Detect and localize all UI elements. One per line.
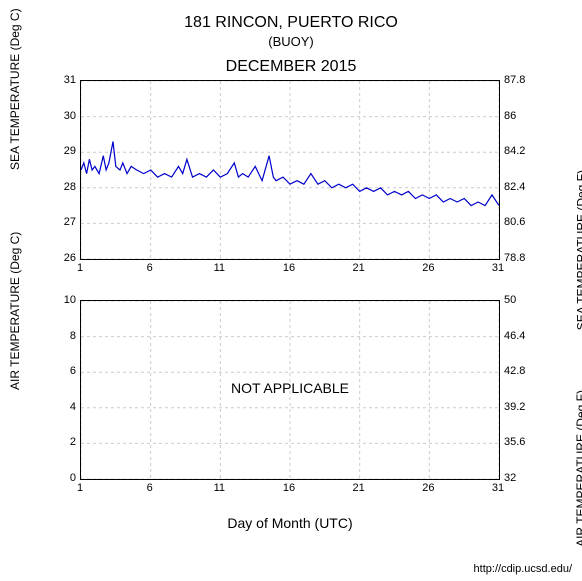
tick-label: 30 [64, 110, 76, 122]
tick-label: 8 [70, 330, 76, 342]
chart2-ylabel-right: AIR TEMPERATURE (Deg F) [574, 390, 582, 547]
tick-label: 31 [492, 262, 504, 274]
tick-label: 28 [64, 181, 76, 193]
tick-label: 87.8 [504, 74, 525, 86]
tick-label: 11 [214, 482, 225, 494]
tick-label: 16 [283, 482, 295, 494]
tick-label: 29 [64, 145, 76, 157]
tick-label: 6 [70, 365, 76, 377]
x-axis-label: Day of Month (UTC) [80, 515, 500, 531]
tick-label: 80.6 [504, 216, 525, 228]
tick-label: 35.6 [504, 436, 525, 448]
tick-label: 32 [504, 472, 516, 484]
tick-label: 4 [70, 401, 76, 413]
tick-label: 21 [353, 262, 365, 274]
tick-label: 31 [492, 482, 504, 494]
tick-label: 27 [64, 216, 76, 228]
tick-label: 31 [64, 74, 76, 86]
tick-label: 78.8 [504, 252, 525, 264]
station-subtype: (BUOY) [0, 34, 582, 49]
tick-label: 21 [353, 482, 365, 494]
chart1-ylabel-left: SEA TEMPERATURE (Deg C) [8, 8, 22, 170]
tick-label: 2 [70, 436, 76, 448]
tick-label: 26 [422, 262, 434, 274]
chart1-ylabel-right: SEA TEMPERATURE (Deg F) [574, 170, 582, 330]
tick-label: 82.4 [504, 181, 525, 193]
tick-label: 39.2 [504, 401, 525, 413]
tick-label: 26 [64, 252, 76, 264]
tick-label: 84.2 [504, 145, 525, 157]
tick-label: 46.4 [504, 330, 525, 342]
tick-label: 11 [214, 262, 225, 274]
source-url: http://cdip.ucsd.edu/ [474, 563, 572, 575]
tick-label: 86 [504, 110, 516, 122]
tick-label: 42.8 [504, 365, 525, 377]
tick-label: 1 [77, 262, 83, 274]
chart2-ylabel-left: AIR TEMPERATURE (Deg C) [8, 232, 22, 390]
sea-temp-chart [80, 80, 500, 260]
tick-label: 26 [422, 482, 434, 494]
tick-label: 50 [504, 294, 516, 306]
station-title: 181 RINCON, PUERTO RICO [0, 14, 582, 32]
tick-label: 16 [283, 262, 295, 274]
tick-label: 1 [77, 482, 83, 494]
period-title: DECEMBER 2015 [0, 58, 582, 76]
page-root: 181 RINCON, PUERTO RICO (BUOY) DECEMBER … [0, 0, 582, 581]
not-applicable-text: NOT APPLICABLE [80, 380, 500, 396]
tick-label: 0 [70, 472, 76, 484]
tick-label: 10 [64, 294, 76, 306]
tick-label: 6 [147, 262, 153, 274]
tick-label: 6 [147, 482, 153, 494]
